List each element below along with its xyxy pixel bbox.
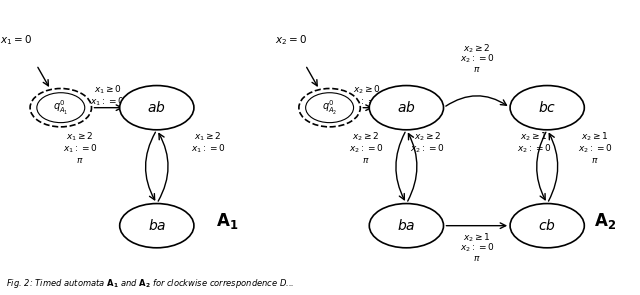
Ellipse shape (510, 86, 584, 130)
Text: $\pi$: $\pi$ (473, 254, 481, 263)
Ellipse shape (299, 88, 360, 127)
Text: $x_2:=0$: $x_2:=0$ (410, 143, 445, 155)
Text: $x_2\geq 2$: $x_2\geq 2$ (413, 131, 442, 143)
Text: $x_2:=0$: $x_2:=0$ (349, 143, 383, 155)
Text: $x_1:=0$: $x_1:=0$ (191, 143, 225, 155)
Text: $x_2:=0$: $x_2:=0$ (460, 53, 494, 65)
Text: $\mathbf{A_2}$: $\mathbf{A_2}$ (594, 211, 616, 231)
Text: $\mathbf{A_1}$: $\mathbf{A_1}$ (216, 211, 238, 231)
Ellipse shape (369, 204, 444, 248)
Text: $x_2\geq 2$: $x_2\geq 2$ (463, 42, 491, 55)
Text: $x_1:=0$: $x_1:=0$ (63, 143, 97, 155)
Text: Fig. 2: Timed automata $\mathbf{A_1}$ and $\mathbf{A_2}$ for clockwise correspon: Fig. 2: Timed automata $\mathbf{A_1}$ an… (6, 277, 295, 290)
Text: $x_2\geq 0$: $x_2\geq 0$ (353, 84, 381, 96)
Text: $x_2=0$: $x_2=0$ (275, 33, 307, 47)
Text: $x_2\geq 1$: $x_2\geq 1$ (581, 131, 609, 143)
Text: $\pi$: $\pi$ (591, 156, 599, 165)
Text: $bc$: $bc$ (538, 100, 556, 115)
Text: $\pi$: $\pi$ (76, 156, 84, 165)
Text: $ab$: $ab$ (147, 100, 166, 115)
Text: $x_2:=0$: $x_2:=0$ (349, 96, 384, 108)
Text: $x_1\geq 2$: $x_1\geq 2$ (194, 131, 222, 143)
Ellipse shape (369, 86, 444, 130)
Text: $x_2:=0$: $x_2:=0$ (517, 143, 552, 155)
Ellipse shape (306, 93, 353, 123)
Text: $q^0_{A_2}$: $q^0_{A_2}$ (322, 99, 337, 117)
Ellipse shape (120, 86, 194, 130)
Ellipse shape (120, 204, 194, 248)
Text: $ba$: $ba$ (148, 218, 166, 233)
Ellipse shape (30, 88, 92, 127)
Text: $x_1:=0$: $x_1:=0$ (90, 96, 125, 108)
Text: $x_1\geq 0$: $x_1\geq 0$ (93, 84, 122, 96)
Text: $x_2\geq 1$: $x_2\geq 1$ (520, 131, 548, 143)
Text: $q^0_{A_1}$: $q^0_{A_1}$ (53, 99, 68, 117)
Text: $ab$: $ab$ (397, 100, 416, 115)
Ellipse shape (37, 93, 84, 123)
Text: $ba$: $ba$ (397, 218, 415, 233)
Text: $x_1=0$: $x_1=0$ (0, 33, 32, 47)
Text: $x_2:=0$: $x_2:=0$ (460, 242, 494, 254)
Text: $\pi$: $\pi$ (473, 65, 481, 74)
Text: $x_1\geq 2$: $x_1\geq 2$ (66, 131, 94, 143)
Text: $\pi$: $\pi$ (362, 156, 370, 165)
Text: $x_2\geq 2$: $x_2\geq 2$ (352, 131, 380, 143)
Ellipse shape (510, 204, 584, 248)
Text: $cb$: $cb$ (538, 218, 556, 233)
Text: $x_2:=0$: $x_2:=0$ (578, 143, 612, 155)
Text: $x_2\geq 1$: $x_2\geq 1$ (463, 231, 491, 244)
